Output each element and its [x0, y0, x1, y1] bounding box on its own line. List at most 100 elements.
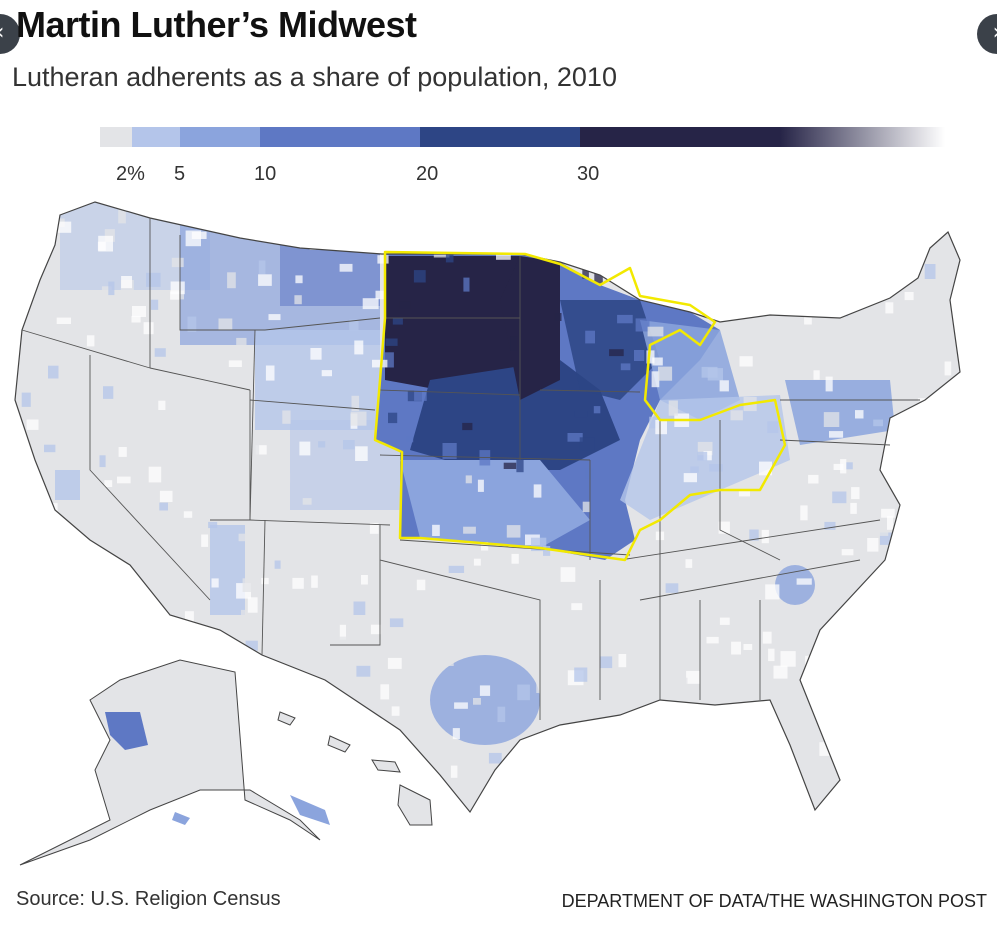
chart-title: Martin Luther’s Midwest — [16, 4, 417, 45]
county-cell — [880, 271, 894, 285]
county-cell — [658, 366, 673, 381]
county-cell — [170, 291, 180, 300]
county-cell — [292, 577, 304, 589]
county-cell — [154, 348, 166, 357]
hawaii-island-3 — [371, 759, 401, 773]
legend-swatch-fade — [780, 127, 945, 147]
county-cell — [904, 292, 914, 301]
county-cell — [655, 419, 667, 435]
county-cell — [833, 463, 844, 470]
border-az-nm — [261, 519, 266, 656]
county-cell — [909, 689, 920, 697]
county-cell — [351, 395, 360, 411]
county-cell — [302, 498, 312, 505]
county-cell — [63, 663, 73, 670]
county-cell — [908, 583, 915, 590]
next-slide-button[interactable]: › — [977, 14, 997, 54]
county-cell — [452, 728, 460, 740]
county-cell — [132, 306, 146, 317]
county-cell — [448, 203, 460, 212]
county-cell — [800, 505, 808, 521]
county-cell — [951, 601, 959, 615]
county-cell — [639, 245, 646, 258]
county-cell — [599, 656, 613, 669]
county-cell — [211, 578, 219, 588]
county-cell — [769, 375, 777, 382]
county-cell — [98, 235, 113, 252]
border-wy-co — [249, 399, 376, 411]
county-cell — [52, 528, 65, 535]
county-cell — [103, 386, 114, 399]
prev-slide-button[interactable]: ‹ — [0, 14, 20, 54]
county-cell — [258, 260, 266, 275]
border-nv-id — [149, 367, 251, 391]
county-cell — [817, 658, 830, 674]
county-cell — [718, 280, 728, 295]
county-cell — [687, 764, 699, 772]
county-cell — [354, 340, 364, 355]
county-cell — [108, 281, 115, 296]
county-cell — [867, 538, 879, 552]
county-cell — [389, 618, 404, 628]
county-cell — [339, 624, 346, 640]
county-cell — [620, 363, 631, 371]
county-cell — [567, 433, 583, 442]
us-outline — [14, 201, 961, 814]
county-cell — [146, 641, 158, 658]
county-cell — [656, 766, 665, 781]
county-cell — [236, 204, 250, 213]
county-cell — [343, 440, 355, 450]
county-cell — [887, 633, 904, 645]
legend-swatch-3 — [260, 127, 420, 147]
state-borders — [21, 218, 920, 720]
county-cell — [157, 657, 166, 665]
county-cell — [91, 609, 108, 619]
legend-swatch-0 — [100, 127, 132, 147]
county-cell — [646, 350, 655, 364]
pennsylvania-shading — [785, 380, 895, 445]
county-cell — [268, 314, 281, 321]
county-cell — [144, 310, 159, 326]
county-cell — [748, 790, 761, 802]
county-cell — [927, 204, 938, 217]
county-cell — [832, 491, 847, 504]
county-cell — [56, 317, 71, 324]
chevron-left-icon: ‹ — [0, 20, 4, 45]
county-cell — [924, 264, 936, 279]
county-cell — [533, 741, 542, 752]
county-cell — [741, 693, 756, 708]
county-cell — [191, 231, 207, 239]
county-cell — [137, 564, 152, 575]
county-cell — [118, 209, 126, 224]
county-cell — [121, 276, 132, 289]
midwest-highlight-outline — [373, 250, 787, 562]
county-cell — [370, 624, 382, 635]
county-cell — [171, 257, 184, 268]
central-texas-shading — [430, 655, 540, 745]
county-cell — [652, 357, 663, 366]
county-cell — [676, 258, 692, 274]
county-cell — [387, 657, 402, 669]
county-cell — [146, 272, 161, 287]
county-cell — [291, 721, 306, 735]
county-cell — [350, 411, 367, 426]
credit-note: DEPARTMENT OF DATA/THE WASHINGTON POST — [561, 891, 987, 911]
county-cell — [311, 575, 318, 588]
county-cell — [51, 537, 59, 550]
county-cell — [517, 684, 530, 701]
south-carolina-shading — [775, 565, 815, 605]
county-cell — [86, 335, 95, 347]
county-cell — [345, 765, 352, 772]
county-cell — [684, 208, 694, 216]
county-cell — [808, 712, 820, 727]
county-cell — [668, 400, 678, 416]
county-cell — [151, 658, 161, 665]
county-cell — [560, 567, 576, 582]
county-cell — [750, 760, 757, 775]
county-cell — [823, 412, 840, 427]
county-cell — [761, 529, 769, 544]
county-cell — [749, 290, 757, 305]
chevron-right-icon: › — [993, 20, 997, 45]
county-cell — [958, 208, 960, 217]
county-cell — [952, 460, 960, 473]
